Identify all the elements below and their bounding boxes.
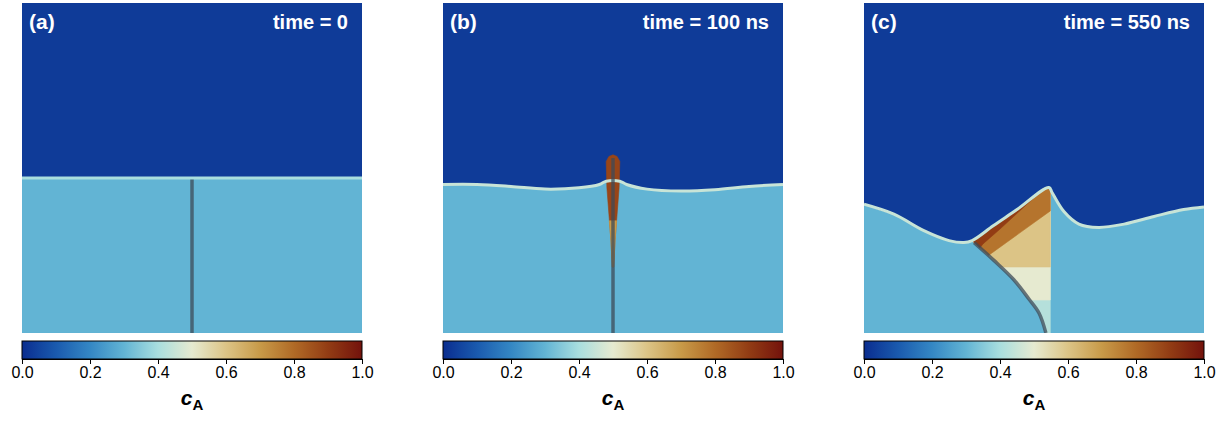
colorbar-tick: 0.4 <box>989 359 1011 381</box>
colorbar-tick-label: 0.8 <box>704 364 726 381</box>
colorbar-tick: 0.0 <box>853 359 875 381</box>
colorbar <box>864 341 1204 359</box>
time-annotation: time = 550 ns <box>1064 11 1190 33</box>
colorbar-tick: 0.4 <box>568 359 590 381</box>
panel-label: (c) <box>871 10 897 33</box>
colorbar-axis-line <box>23 360 363 365</box>
colorbar-tick: 1.0 <box>351 359 373 381</box>
colorbar-tick: 0.8 <box>704 359 726 381</box>
colorbar-tick-label: 0.6 <box>1057 364 1079 381</box>
colorbar-tick: 0.2 <box>500 359 522 381</box>
figure: (a) time = 0 0.0 0.2 0.4 0.6 0.8 1.0 cA (b) time =… <box>0 0 1226 432</box>
colorbar-tick-mark <box>1000 359 1001 364</box>
panel: (c) time = 550 ns 0.0 0.2 0.4 0.6 0.8 1.0 cA <box>853 3 1215 413</box>
colorbar-tick-mark <box>294 359 295 364</box>
colorbar-tick-mark <box>1136 359 1137 364</box>
concentration-region <box>972 187 1050 267</box>
colorbar-tick-label: 0.0 <box>11 364 33 381</box>
colorbar-tick-mark <box>783 359 784 364</box>
colorbar-label: cA <box>181 386 204 413</box>
colorbar <box>443 341 783 359</box>
panel: (a) time = 0 0.0 0.2 0.4 0.6 0.8 1.0 cA <box>11 3 373 413</box>
time-annotation: time = 0 <box>273 11 348 33</box>
colorbar-tick: 0.8 <box>283 359 305 381</box>
colorbar-tick-label: 0.4 <box>568 364 590 381</box>
concentration-region <box>972 187 1050 333</box>
colorbar-tick-mark <box>715 359 716 364</box>
colorbar-tick-label: 0.2 <box>500 364 522 381</box>
colorbar-tick-label: 0.8 <box>1125 364 1147 381</box>
colorbar-tick-label: 0.2 <box>921 364 943 381</box>
field <box>22 3 362 333</box>
grain-boundary <box>974 243 1046 333</box>
concentration-region <box>972 187 1050 300</box>
colorbar-tick: 0.2 <box>921 359 943 381</box>
colorbar-tick-mark <box>864 359 865 364</box>
colorbar-axis: 0.0 0.2 0.4 0.6 0.8 1.0 <box>11 359 373 381</box>
field <box>864 3 1204 333</box>
concentration-region <box>22 3 362 333</box>
colorbar-tick-mark <box>226 359 227 364</box>
colorbar-tick-label: 1.0 <box>1193 364 1215 381</box>
grain-boundary <box>190 180 194 333</box>
concentration-region <box>972 187 1050 255</box>
colorbar-tick-label: 1.0 <box>772 364 794 381</box>
colorbar-label: cA <box>1023 386 1046 413</box>
colorbar-tick-mark <box>1204 359 1205 364</box>
colorbar-tick-mark <box>647 359 648 364</box>
colorbar-tick-mark <box>90 359 91 364</box>
colorbar-tick-label: 0.4 <box>989 364 1011 381</box>
colorbar-axis-line <box>865 360 1205 365</box>
colorbar-tick-label: 0.8 <box>283 364 305 381</box>
colorbar-tick-label: 1.0 <box>351 364 373 381</box>
colorbar-axis-line <box>444 360 784 365</box>
colorbar <box>22 341 362 359</box>
concentration-region <box>22 3 362 178</box>
colorbar-tick-mark <box>158 359 159 364</box>
panel: (b) time = 100 ns 0.0 0.2 0.4 0.6 0.8 1.0 cA <box>432 3 794 413</box>
colorbar-tick: 0.0 <box>11 359 33 381</box>
colorbar-tick-mark <box>443 359 444 364</box>
colorbar-tick: 1.0 <box>1193 359 1215 381</box>
colorbar-tick: 0.6 <box>1057 359 1079 381</box>
colorbar-tick: 0.2 <box>79 359 101 381</box>
colorbar-tick-mark <box>362 359 363 364</box>
grain-boundary <box>611 158 615 333</box>
colorbar-tick-mark <box>511 359 512 364</box>
colorbar-tick-mark <box>22 359 23 364</box>
colorbar-tick: 0.4 <box>147 359 169 381</box>
colorbar-tick: 0.6 <box>215 359 237 381</box>
colorbar-tick: 0.8 <box>1125 359 1147 381</box>
colorbar-tick-mark <box>579 359 580 364</box>
colorbar-tick-label: 0.6 <box>636 364 658 381</box>
colorbar-tick: 0.6 <box>636 359 658 381</box>
colorbar-axis: 0.0 0.2 0.4 0.6 0.8 1.0 <box>853 359 1215 381</box>
colorbar-tick-mark <box>1068 359 1069 364</box>
interface <box>864 187 1204 242</box>
colorbar-label: cA <box>602 386 625 413</box>
colorbar-tick: 0.0 <box>432 359 454 381</box>
concentration-region <box>443 3 783 333</box>
panel-label: (b) <box>450 10 477 33</box>
colorbar-tick-label: 0.2 <box>79 364 101 381</box>
colorbar-tick-label: 0.0 <box>853 364 875 381</box>
colorbar-axis: 0.0 0.2 0.4 0.6 0.8 1.0 <box>432 359 794 381</box>
panel-label: (a) <box>29 10 55 33</box>
concentration-region <box>864 3 1204 333</box>
colorbar-tick-label: 0.6 <box>215 364 237 381</box>
field <box>443 3 783 333</box>
colorbar-tick: 1.0 <box>772 359 794 381</box>
time-annotation: time = 100 ns <box>643 11 769 33</box>
interface <box>22 176 362 179</box>
colorbar-tick-label: 0.4 <box>147 364 169 381</box>
colorbar-tick-mark <box>932 359 933 364</box>
colorbar-tick-label: 0.0 <box>432 364 454 381</box>
